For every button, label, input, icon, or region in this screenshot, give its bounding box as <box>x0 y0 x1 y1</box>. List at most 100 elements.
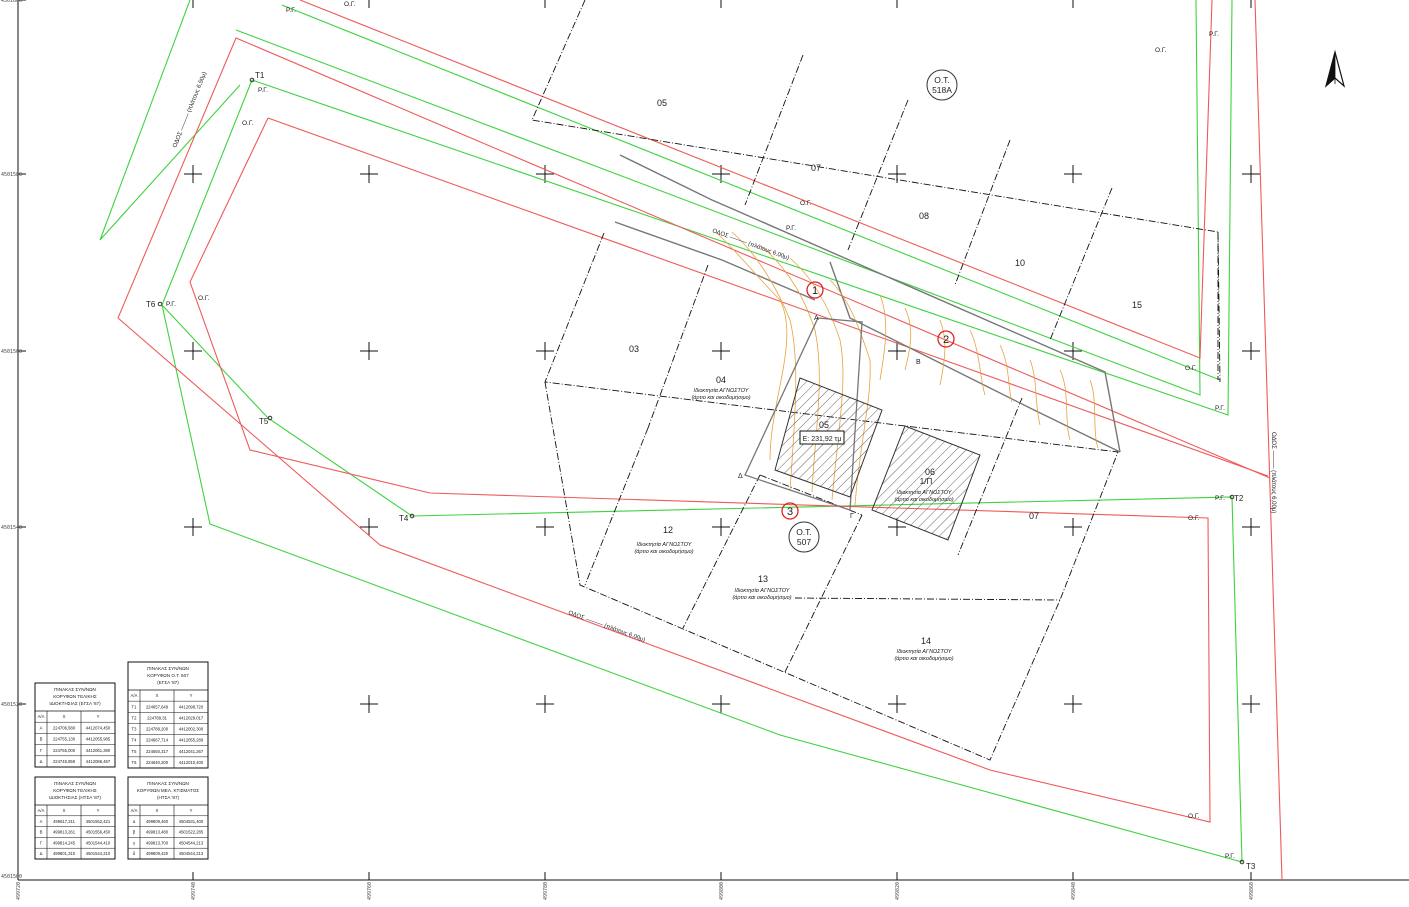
grid-cross <box>1064 518 1082 536</box>
table-cell: 4501544,210 <box>86 851 111 856</box>
grid-cross <box>360 518 378 536</box>
table-cell: 4412074,450 <box>86 725 111 730</box>
table-cell: 4412002,300 <box>179 727 204 732</box>
table-cell: Τ3 <box>132 727 138 732</box>
parcel-number: 14 <box>921 636 931 646</box>
building-line-label: Ο.Γ. <box>198 295 210 302</box>
grid-cross <box>184 165 202 183</box>
table-title: ΚΟΡΥΦΩΝ ΤΕΛΙΚΗΣ <box>53 788 97 793</box>
table-cell: 4501556,450 <box>86 830 111 835</box>
table-cell: Τ4 <box>132 738 138 743</box>
table-cell: 499809,420 <box>146 851 169 856</box>
table-title: ΠΙΝΑΚΑΣ ΣΥΝ/ΝΩΝ <box>147 781 189 786</box>
grid-cross <box>536 518 554 536</box>
table-title: ΙΔΙΟΚΤΗΣΙΑΣ (ΗΤΣΑ '87) <box>49 795 101 800</box>
coordinate-tables: ΠΙΝΑΚΑΣ ΣΥΝ/ΝΩΝ ΚΟΡΥΦΩΝ ΤΕΛΙΚΗΣ ΙΔΙΟΚΤΗΣΙΑ… <box>34 661 209 860</box>
grid-cross <box>1064 695 1082 713</box>
grid-cross <box>1242 165 1260 183</box>
parcel-owner: Ιδιοκτησία ΑΓΝΩΣΤΟΥ <box>637 542 692 548</box>
grid-cross <box>1242 518 1260 536</box>
table-cell: 4412086,467 <box>86 759 111 764</box>
street-line-label: Ρ.Γ. <box>1225 853 1235 860</box>
grid-cross <box>1064 342 1082 360</box>
building-line-label: Ο.Γ. <box>1155 47 1167 54</box>
area-box <box>799 430 845 445</box>
table-cell: Γ <box>40 748 43 753</box>
grid-crosses <box>184 165 1260 713</box>
parcel-number: 13 <box>758 574 768 584</box>
y-tick-label: 4501560 <box>1 349 22 355</box>
parcel-number: 04 <box>716 375 726 385</box>
table-header: Α/Α <box>38 714 45 719</box>
vertex-label: T3 <box>1246 862 1256 871</box>
parcel-number: 05 <box>657 98 667 108</box>
table-header: Α/Α <box>38 808 45 813</box>
table-cell: Γ <box>40 840 43 845</box>
section-markers <box>781 281 955 520</box>
coordinate-axis: 499720 499740 499760 499780 499800 499820 4998… <box>1 0 1255 900</box>
building-line-label: Ο.Γ. <box>1188 813 1200 820</box>
table-cell: 224667,714 <box>146 738 169 743</box>
table-title: ΚΟΡΥΦΩΝ ΜΕΛ. ΚΤΙΣΜΑΤΟΣ <box>137 788 199 793</box>
block-number-507: 507 <box>797 537 811 547</box>
table-cell: 4412055,985 <box>86 737 111 742</box>
table-cell: Β <box>40 737 43 742</box>
table-cell: 4504544,213 <box>179 840 204 845</box>
table-title: (ΗΤΣΑ '87) <box>157 795 180 800</box>
street-lines <box>99 0 1243 863</box>
line-labels: Ο.Γ. Ο.Γ. Ο.Γ. Ο.Γ. Ο.Γ. Ο.Γ. Ο.Γ. Ο.Γ. … <box>166 1 1235 860</box>
building-line-label: Ο.Γ. <box>1185 365 1197 372</box>
table-cell: 4412098,720 <box>179 704 204 709</box>
street-name: ΟΔΟΣ ——— (πλάτους 6,00μ) <box>1270 432 1277 513</box>
table-cell: 224755,000 <box>53 748 76 753</box>
block-label-507: O.T. <box>796 527 812 537</box>
parcel-owner: Ιδιοκτησία ΑΓΝΩΣΤΟΥ <box>694 388 749 394</box>
corner-label: Β <box>916 359 921 366</box>
marker-3: 3 <box>787 506 793 518</box>
table-cell: Τ6 <box>132 760 138 765</box>
parcel-status: (άρτιο και οικοδομήσιμο) <box>732 594 791 601</box>
table-cell: 224788,200 <box>146 727 169 732</box>
x-tick-label: 499740 <box>191 882 197 900</box>
grid-cross <box>888 518 906 536</box>
vertex-label: T4 <box>399 514 409 523</box>
y-tick-label: 4501520 <box>1 702 22 708</box>
parcel-number: 08 <box>919 211 929 221</box>
parcel-number: 06 <box>925 467 935 477</box>
x-tick-label: 499760 <box>367 882 373 900</box>
table-cell: 224745,859 <box>53 759 76 764</box>
area-value: Ε: 231,92 τμ <box>803 436 842 443</box>
building-lines <box>117 0 1283 881</box>
parcel-status: (άρτιο και οικοδομήσιμο) <box>894 496 953 503</box>
street-name: ΟΔΟΣ ——— (πλάτους 6,50μ) <box>171 71 208 149</box>
table-cell: 224706,580 <box>53 725 76 730</box>
parcel-boundaries <box>531 0 1221 761</box>
grid-cross <box>184 518 202 536</box>
corner-label: Γ <box>850 513 854 520</box>
table-header: Χ <box>63 714 66 719</box>
building-line-label: Ο.Γ. <box>800 200 812 207</box>
table-cell: 224755,130 <box>53 737 76 742</box>
street-line-label: Ρ.Γ. <box>786 225 796 232</box>
table-cell: 4412010,400 <box>179 760 204 765</box>
grid-cross <box>184 342 202 360</box>
x-tick-label: 499820 <box>895 882 901 900</box>
grid-cross <box>1242 695 1260 713</box>
table-header: Α/Α <box>131 808 138 813</box>
block-circle-507 <box>788 521 820 553</box>
street-line-label: Ρ.Γ. <box>286 7 296 14</box>
parcel-number: 07 <box>811 163 821 173</box>
table-cell: 499801,310 <box>53 851 76 856</box>
grid-cross <box>712 695 730 713</box>
grid-cross <box>536 342 554 360</box>
table-cell: Α <box>40 725 43 730</box>
table-title: ΚΟΡΥΦΩΝ ΤΕΛΙΚΗΣ <box>53 694 97 699</box>
corner-labels: Α Β Γ Δ <box>738 315 921 520</box>
table-cell: Τ2 <box>132 715 138 720</box>
table-title: ΠΙΝΑΚΑΣ ΣΥΝ/ΝΩΝ <box>54 687 96 692</box>
table-cell: γ <box>133 840 136 845</box>
table-header: Α/Α <box>131 693 138 698</box>
coordinate-table: ΠΙΝΑΚΑΣ ΣΥΝ/ΝΩΝ ΚΟΡΥΦΩΝ ΜΕΛ. ΚΤΙΣΜΑΤΟΣ (ΗΤ… <box>127 776 209 860</box>
table-cell: Β <box>40 830 43 835</box>
parcel-type: 1/Π <box>920 477 933 486</box>
